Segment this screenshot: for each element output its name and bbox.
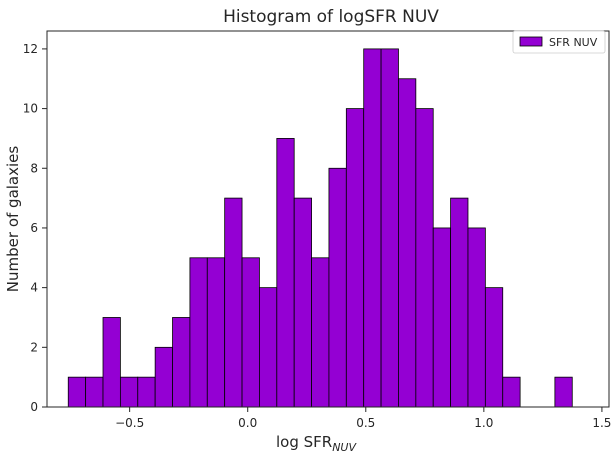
histogram-bar [415,108,434,408]
y-tick-label: 2 [30,340,38,354]
histogram-bar [137,376,156,408]
legend-box [512,30,606,54]
histogram-bar [172,317,191,408]
histogram-bar [432,227,452,408]
histogram-bar [67,376,87,408]
plot-area [46,30,610,408]
x-tick-label: 1.5 [592,416,611,430]
x-tick-label: −0.5 [115,416,144,430]
histogram-bar [276,138,295,408]
histogram-bar [241,257,260,408]
legend-label: SFR NUV [549,36,598,49]
y-axis-ticks: 0 2 4 6 8 10 12 [23,42,47,414]
bars-group [67,48,573,408]
x-tick-label: 0.0 [238,416,257,430]
histogram-bar [467,227,486,408]
histogram-bar [450,197,469,408]
x-axis-label: log SFRNUV [276,433,357,454]
y-tick-label: 6 [30,221,38,235]
histogram-bar [259,287,278,408]
histogram-bar [398,78,417,408]
x-tick-label: 1.0 [474,416,493,430]
histogram-bar [293,197,312,408]
y-tick-label: 8 [30,161,38,175]
histogram-bar [363,48,382,408]
histogram-bar [554,376,573,408]
plot-frame [46,30,610,408]
histogram-bar [484,287,504,408]
y-axis-label: Number of galaxies [4,146,22,293]
legend: SFR NUV [512,30,606,54]
y-tick-label: 12 [23,42,38,56]
histogram-bar [380,48,399,408]
histogram-bar [119,376,139,408]
histogram-bar [154,346,173,408]
histogram-bar [206,257,226,408]
histogram-bar [189,257,208,408]
histogram-bar [311,257,330,408]
x-axis-ticks: −0.5 0.0 0.5 1.0 1.5 [115,407,611,430]
y-tick-label: 0 [30,400,38,414]
histogram-bar [102,317,121,408]
y-tick-label: 10 [23,102,38,116]
histogram-bar [85,376,104,408]
x-axis-label-subscript: NUV [332,441,357,454]
histogram-bar [345,108,365,408]
histogram-bar [224,197,243,408]
histogram-bar [328,167,347,408]
x-axis-label-main: log SFR [276,433,332,451]
y-tick-label: 4 [30,281,38,295]
histogram-bar [502,376,521,408]
legend-swatch [519,36,543,47]
x-tick-label: 0.5 [356,416,375,430]
chart-title: Histogram of logSFR NUV [223,7,439,27]
